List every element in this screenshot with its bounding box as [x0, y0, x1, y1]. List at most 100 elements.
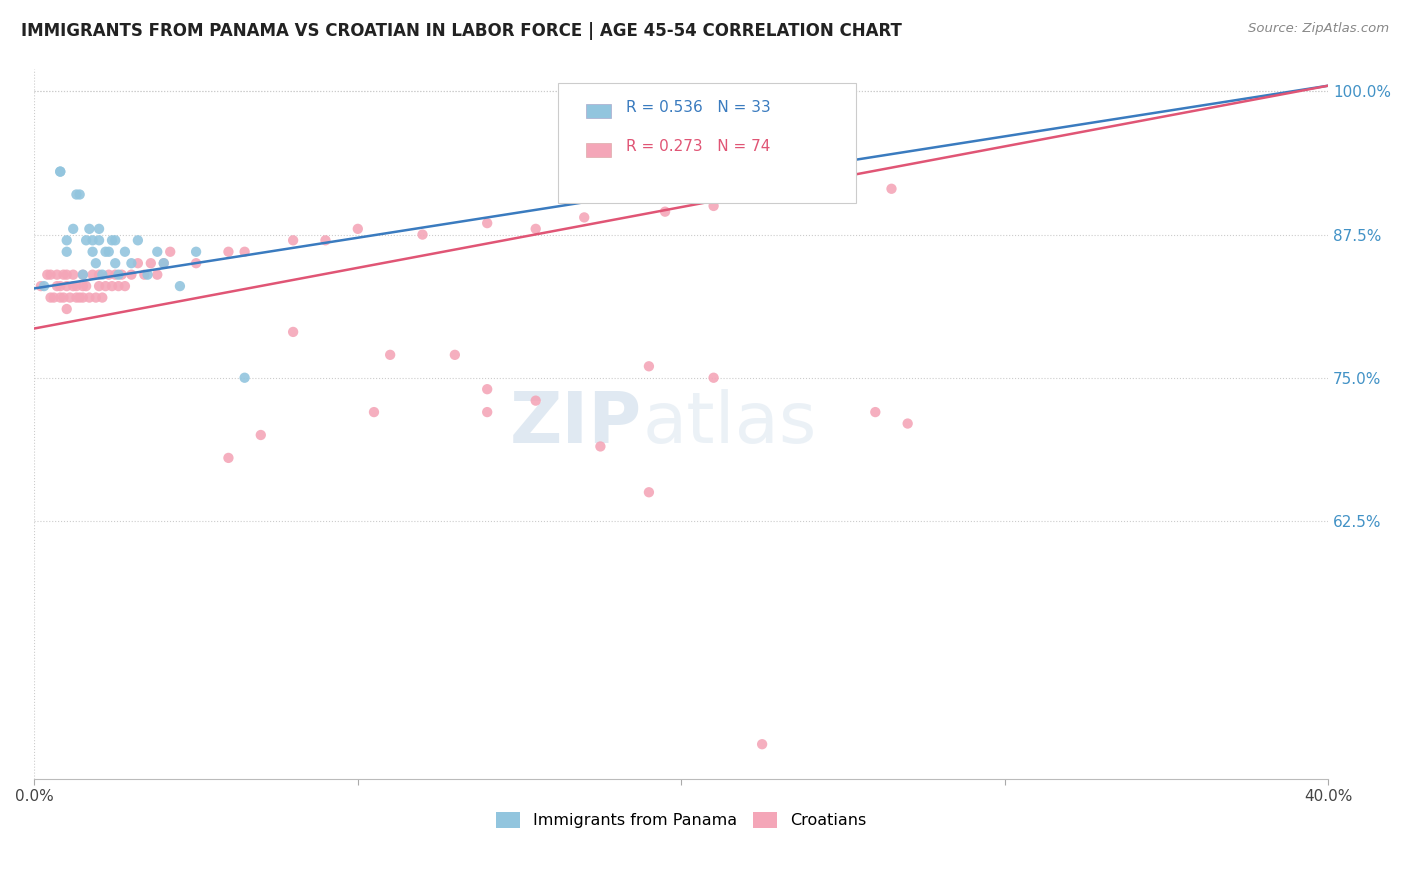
Text: IMMIGRANTS FROM PANAMA VS CROATIAN IN LABOR FORCE | AGE 45-54 CORRELATION CHART: IMMIGRANTS FROM PANAMA VS CROATIAN IN LA…: [21, 22, 903, 40]
FancyBboxPatch shape: [585, 143, 612, 157]
Point: [82, 268, 104, 282]
Point: [75, 233, 97, 247]
Point: [735, 119, 758, 133]
Text: R = 0.273   N = 74: R = 0.273 N = 74: [626, 139, 770, 154]
Point: [412, 227, 434, 242]
Point: [120, 268, 142, 282]
Point: [84, 256, 107, 270]
Point: [62, 279, 84, 293]
Point: [524, 393, 547, 408]
Point: [39, 268, 62, 282]
Point: [880, 182, 903, 196]
Point: [69, 187, 91, 202]
Legend: Immigrants from Panama, Croatians: Immigrants from Panama, Croatians: [489, 805, 873, 835]
Text: ZIP: ZIP: [510, 389, 643, 458]
Point: [233, 370, 256, 384]
Point: [134, 268, 156, 282]
Point: [638, 485, 661, 500]
Point: [55, 268, 77, 282]
Point: [217, 244, 239, 259]
Point: [55, 301, 77, 316]
Point: [101, 233, 124, 247]
Point: [146, 244, 169, 259]
Point: [46, 268, 69, 282]
Point: [281, 233, 304, 247]
Point: [184, 256, 207, 270]
Point: [751, 737, 773, 751]
Point: [91, 291, 114, 305]
Point: [65, 291, 87, 305]
Text: R = 0.536   N = 33: R = 0.536 N = 33: [626, 100, 770, 115]
Point: [79, 291, 101, 305]
Point: [104, 256, 127, 270]
Point: [94, 279, 117, 293]
Text: atlas: atlas: [643, 389, 817, 458]
Point: [654, 204, 676, 219]
Point: [79, 222, 101, 236]
Point: [97, 244, 120, 259]
Point: [107, 279, 129, 293]
Point: [152, 256, 174, 270]
Point: [62, 268, 84, 282]
Point: [49, 291, 72, 305]
Point: [378, 348, 401, 362]
Point: [233, 244, 256, 259]
Point: [104, 268, 127, 282]
Point: [477, 216, 499, 230]
Point: [72, 268, 94, 282]
Point: [120, 256, 142, 270]
Point: [52, 291, 75, 305]
Point: [46, 279, 69, 293]
Point: [72, 268, 94, 282]
Point: [62, 222, 84, 236]
Point: [42, 291, 65, 305]
FancyBboxPatch shape: [558, 83, 856, 203]
Point: [75, 279, 97, 293]
Point: [800, 187, 823, 202]
Point: [84, 291, 107, 305]
Point: [91, 268, 114, 282]
Point: [87, 233, 110, 247]
FancyBboxPatch shape: [585, 104, 612, 119]
Point: [87, 222, 110, 236]
Point: [72, 291, 94, 305]
Point: [127, 233, 149, 247]
Point: [55, 233, 77, 247]
Point: [152, 256, 174, 270]
Point: [49, 279, 72, 293]
Point: [55, 244, 77, 259]
Point: [169, 279, 191, 293]
Point: [249, 428, 271, 442]
Point: [87, 279, 110, 293]
Point: [139, 256, 162, 270]
Point: [82, 233, 104, 247]
Point: [39, 291, 62, 305]
Point: [69, 291, 91, 305]
Text: Source: ZipAtlas.com: Source: ZipAtlas.com: [1249, 22, 1389, 36]
Point: [589, 440, 612, 454]
Point: [59, 291, 82, 305]
Point: [55, 279, 77, 293]
Point: [477, 382, 499, 396]
Point: [37, 268, 59, 282]
Point: [49, 164, 72, 178]
Point: [101, 279, 124, 293]
Point: [82, 244, 104, 259]
Point: [703, 199, 725, 213]
Point: [65, 279, 87, 293]
Point: [865, 405, 887, 419]
Point: [32, 279, 55, 293]
Point: [97, 268, 120, 282]
Point: [146, 268, 169, 282]
Point: [314, 233, 336, 247]
Point: [159, 244, 181, 259]
Point: [94, 244, 117, 259]
Point: [184, 244, 207, 259]
Point: [52, 268, 75, 282]
Point: [217, 450, 239, 465]
Point: [87, 268, 110, 282]
Point: [136, 268, 159, 282]
Point: [111, 268, 134, 282]
Point: [524, 222, 547, 236]
Point: [127, 256, 149, 270]
